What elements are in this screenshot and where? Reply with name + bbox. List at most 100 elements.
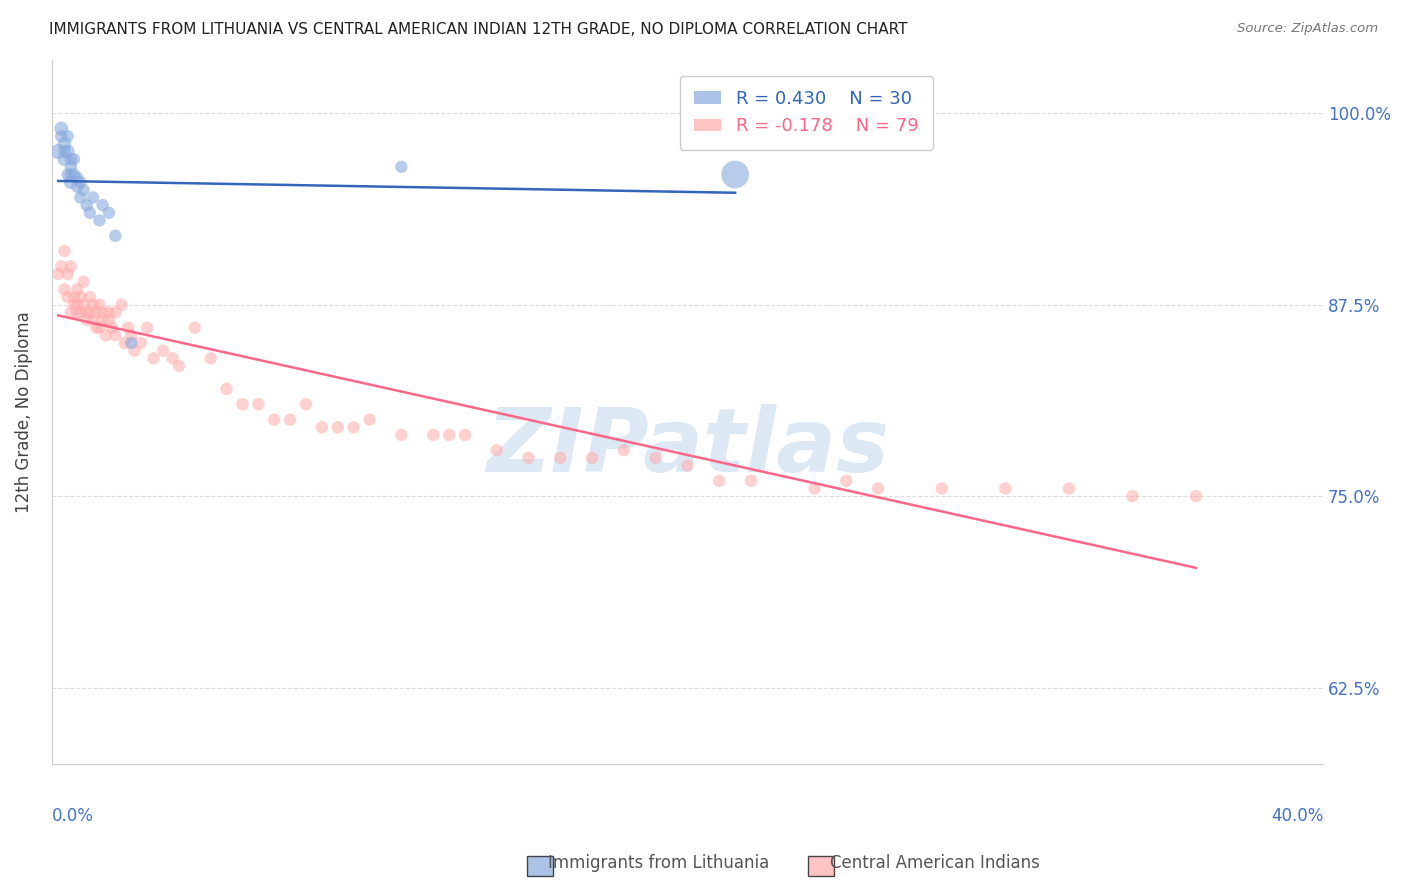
Point (326, 420, 349, 434)
Point (91, 198, 114, 212)
Point (66, 305, 89, 319)
Point (82, 190, 104, 204)
Point (709, 474, 731, 488)
Point (56, 145, 79, 159)
Point (167, 359, 190, 373)
Text: ZIPatlas: ZIPatlas (486, 404, 889, 491)
Point (581, 450, 603, 465)
Y-axis label: 12th Grade, No Diploma: 12th Grade, No Diploma (15, 311, 32, 513)
Point (97, 313, 120, 327)
Point (422, 428, 444, 442)
Point (101, 320, 124, 334)
Point (53, 152, 76, 166)
Point (63, 152, 86, 166)
Point (72, 183, 94, 197)
Point (63, 168, 86, 182)
Point (51, 121, 73, 136)
Text: Source: ZipAtlas.com: Source: ZipAtlas.com (1237, 22, 1378, 36)
Point (76, 313, 98, 327)
Point (184, 320, 207, 334)
Point (263, 412, 285, 426)
Point (53, 282, 76, 296)
Point (124, 343, 146, 358)
Point (1121, 489, 1143, 503)
Point (231, 397, 253, 411)
Point (454, 428, 477, 442)
Point (59, 160, 82, 174)
Text: IMMIGRANTS FROM LITHUANIA VS CENTRAL AMERICAN INDIAN 12TH GRADE, NO DIPLOMA CORR: IMMIGRANTS FROM LITHUANIA VS CENTRAL AME… (49, 22, 908, 37)
Point (868, 482, 890, 496)
Point (200, 351, 222, 366)
Point (311, 420, 333, 434)
Point (84, 320, 107, 334)
Point (1057, 482, 1080, 496)
Point (82, 313, 104, 327)
Point (53, 145, 76, 159)
Point (278, 412, 301, 426)
Point (89, 320, 111, 334)
Point (69, 175, 91, 189)
Point (91, 305, 114, 319)
Point (46, 267, 69, 281)
Point (79, 305, 101, 319)
Point (63, 290, 86, 304)
Point (69, 190, 91, 204)
Point (389, 428, 412, 442)
Point (740, 474, 762, 488)
Point (66, 282, 89, 296)
Point (66, 179, 89, 194)
Point (142, 351, 165, 366)
Point (46, 145, 69, 159)
Point (676, 458, 699, 473)
Point (59, 260, 82, 274)
Point (114, 336, 136, 351)
Point (803, 482, 825, 496)
Point (343, 420, 366, 434)
Point (994, 482, 1017, 496)
Point (59, 152, 82, 166)
Legend: R = 0.430    N = 30, R = -0.178    N = 79: R = 0.430 N = 30, R = -0.178 N = 79 (679, 76, 932, 150)
Point (104, 228, 127, 243)
Point (69, 305, 91, 319)
Point (104, 328, 127, 343)
Point (56, 168, 79, 182)
Point (56, 267, 79, 281)
Point (97, 206, 120, 220)
Point (97, 305, 120, 319)
Point (69, 290, 91, 304)
Point (51, 129, 73, 144)
Point (94, 328, 117, 343)
Point (89, 213, 111, 227)
Point (84, 305, 107, 319)
Point (359, 412, 381, 426)
Point (117, 320, 139, 334)
Point (63, 298, 86, 312)
Point (835, 474, 858, 488)
Point (247, 397, 270, 411)
Point (104, 305, 127, 319)
Point (76, 198, 98, 212)
Point (72, 275, 94, 289)
Point (82, 298, 104, 312)
Point (152, 343, 174, 358)
Point (76, 305, 98, 319)
Point (931, 482, 953, 496)
Point (136, 320, 159, 334)
Text: Central American Indians: Central American Indians (830, 855, 1039, 872)
Text: 0.0%: 0.0% (52, 806, 94, 824)
Point (66, 170, 89, 185)
Point (51, 260, 73, 274)
Point (72, 298, 94, 312)
Point (129, 336, 152, 351)
Point (59, 175, 82, 189)
Text: Immigrants from Lithuania: Immigrants from Lithuania (548, 855, 769, 872)
Point (1185, 489, 1208, 503)
Point (485, 443, 508, 458)
Point (295, 397, 318, 411)
Point (79, 290, 101, 304)
Point (53, 136, 76, 151)
Point (53, 244, 76, 258)
Point (56, 129, 79, 144)
Point (437, 428, 460, 442)
Point (79, 206, 101, 220)
